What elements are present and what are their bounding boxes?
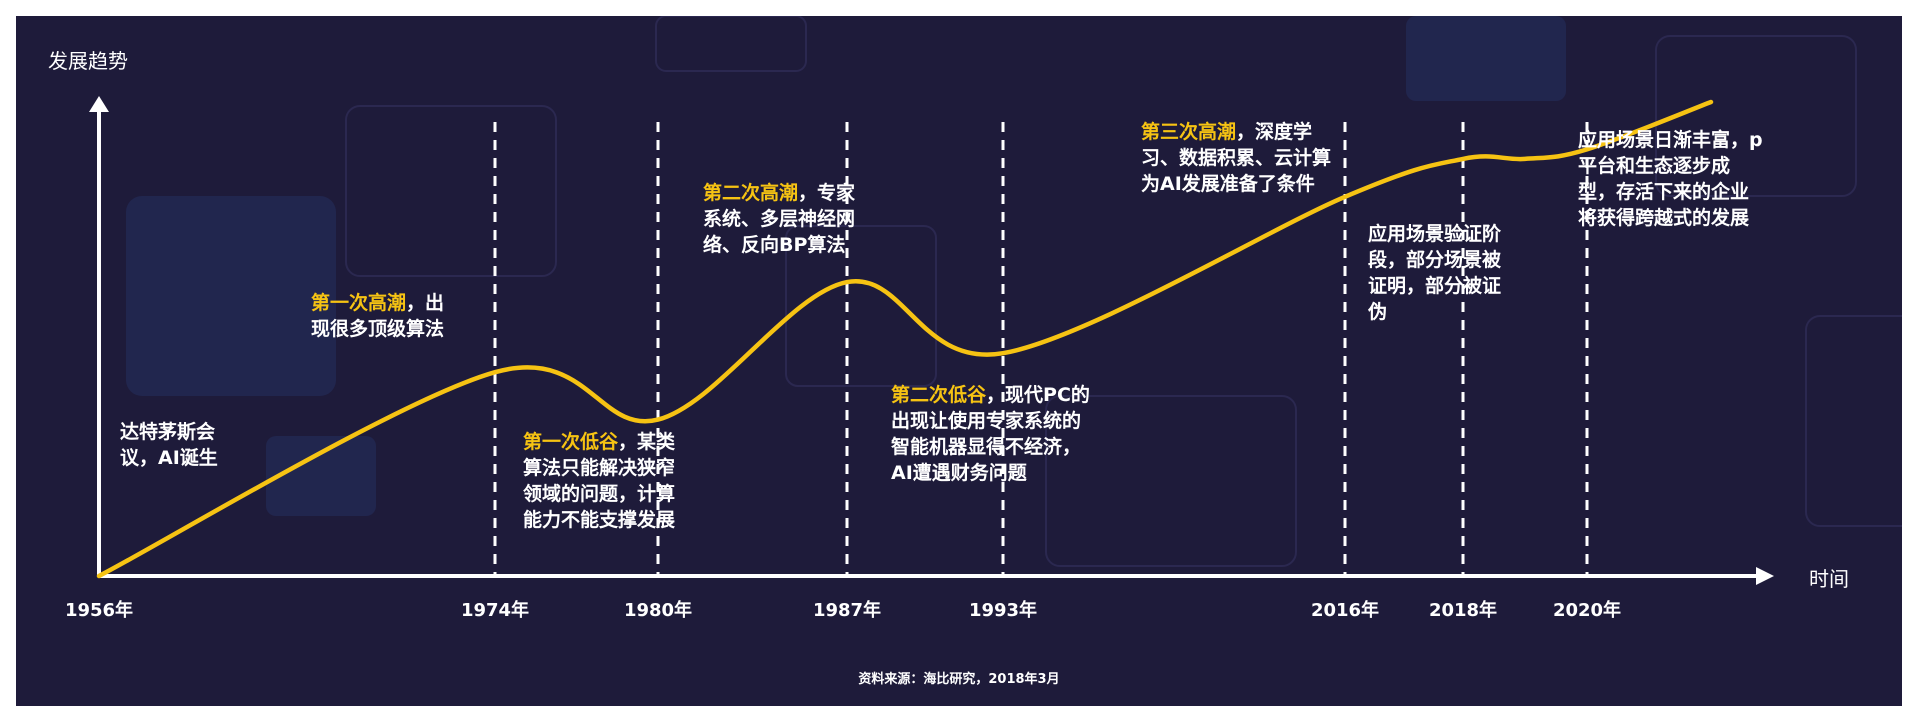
annotation-line: 第二次高潮，专家 [703,181,856,204]
annotation-line: AI遭遇财务问题 [891,461,1027,484]
annotation-line: 现很多顶级算法 [311,317,444,340]
annotation-text: 将获得跨越式的发展 [1578,206,1749,229]
annotation-line: 习、数据积累、云计算 [1141,146,1331,169]
x-tick-label: 1993年 [969,599,1037,621]
annotation-line: 能力不能支撑发展 [523,508,675,531]
annotation-line: 段，部分场景被 [1368,248,1501,271]
x-axis-arrow [1756,567,1774,585]
annotation-text: 系统、多层神经网 [703,207,855,230]
annotation-line: 第二次低谷，现代PC的 [891,383,1090,406]
annotation-line: 第一次高潮，出 [311,291,444,314]
annotation-text: 段，部分场景被 [1368,248,1501,271]
annotation-line: 出现让使用专家系统的 [891,409,1081,432]
annotation-text: 平台和生态逐步成 [1578,154,1730,177]
x-tick-label: 2018年 [1429,599,1497,621]
annotation-text: 应用场景验证阶 [1368,222,1502,245]
annotation-text: 络、反向BP算法 [703,233,845,256]
dashed-markers [493,122,1589,576]
annotation-text: 应用场景日渐丰富，p [1578,128,1763,151]
annotation-line: 议，AI诞生 [120,446,218,469]
annotation-text: AI遭遇财务问题 [891,461,1027,484]
annotation-text: 伪 [1367,300,1387,323]
x-tick-label: 1956年 [65,599,133,621]
annotation-line: 将获得跨越式的发展 [1578,206,1749,229]
annotation-line: 证明，部分被证 [1368,274,1501,297]
annotations: 达特茅斯会议，AI诞生第一次高潮，出现很多顶级算法第一次低谷，某类算法只能解决狭… [120,120,1763,531]
chart-panel: 发展趋势 时间 1956年 1974年 1980年 1987年 1993年 2016年 20… [16,16,1902,706]
annotation-line: 应用场景验证阶 [1368,222,1502,245]
annotation-text: 证明，部分被证 [1368,274,1501,297]
annotation-text: 达特茅斯会 [120,420,215,443]
annotation-line: 系统、多层神经网 [703,207,855,230]
ai-development-chart: 发展趋势 时间 1956年 1974年 1980年 1987年 1993年 2016年 20… [48,16,1902,687]
annotation-highlight: 第三次高潮 [1141,120,1236,143]
x-tick-label: 1987年 [813,599,881,621]
annotation-text: 习、数据积累、云计算 [1141,146,1331,169]
x-tick-labels: 1956年 1974年 1980年 1987年 1993年 2016年 2018年 2020年 [65,599,1621,621]
annotation-text: 智能机器显得不经济， [891,435,1081,458]
annotation-line: 伪 [1367,300,1387,323]
annotation-highlight: 第二次低谷 [891,383,987,406]
annotation-text: ，现代PC的 [986,383,1090,406]
annotation-highlight: 第一次高潮 [311,291,406,314]
annotation-line: 达特茅斯会 [120,420,215,443]
annotation-text: 能力不能支撑发展 [523,508,675,531]
annotation-text: 型，存活下来的企业 [1578,180,1749,203]
annotation-text: ，出 [406,291,444,314]
annotation-text: 为AI发展准备了条件 [1141,172,1315,195]
annotation-line: 为AI发展准备了条件 [1141,172,1315,195]
trend-line [96,99,1714,579]
x-tick-label: 2020年 [1553,599,1621,621]
annotation-highlight: 第一次低谷 [523,430,619,453]
annotation-line: 智能机器显得不经济， [891,435,1081,458]
annotation-text: ，深度学 [1236,120,1312,143]
x-tick-label: 2016年 [1311,599,1379,621]
annotation-line: 第一次低谷，某类 [523,430,675,453]
annotation-text: 算法只能解决狭窄 [523,456,675,479]
annotation-line: 型，存活下来的企业 [1578,180,1749,203]
annotation-text: ，专家 [798,181,856,204]
x-axis-label: 时间 [1809,567,1849,591]
annotation-text: 领域的问题，计算 [523,482,675,505]
background-decoration [126,16,1902,567]
x-tick-label: 1980年 [624,599,692,621]
annotation-line: 领域的问题，计算 [523,482,675,505]
annotation-line: 应用场景日渐丰富，p [1578,128,1763,151]
annotation-text: 出现让使用专家系统的 [891,409,1081,432]
axes: 发展趋势 时间 [48,49,1849,591]
annotation-line: 络、反向BP算法 [703,233,845,256]
annotation-line: 算法只能解决狭窄 [523,456,675,479]
annotation-text: ，某类 [618,430,675,453]
annotation-line: 平台和生态逐步成 [1578,154,1730,177]
y-axis-label: 发展趋势 [48,49,128,73]
x-tick-label: 1974年 [461,599,529,621]
annotation-highlight: 第二次高潮 [703,181,798,204]
annotation-text: 议，AI诞生 [120,446,218,469]
annotation-line: 第三次高潮，深度学 [1141,120,1312,143]
source-note: 资料来源：海比研究，2018年3月 [858,671,1059,687]
annotation-text: 现很多顶级算法 [311,317,444,340]
y-axis-arrow [89,96,109,112]
